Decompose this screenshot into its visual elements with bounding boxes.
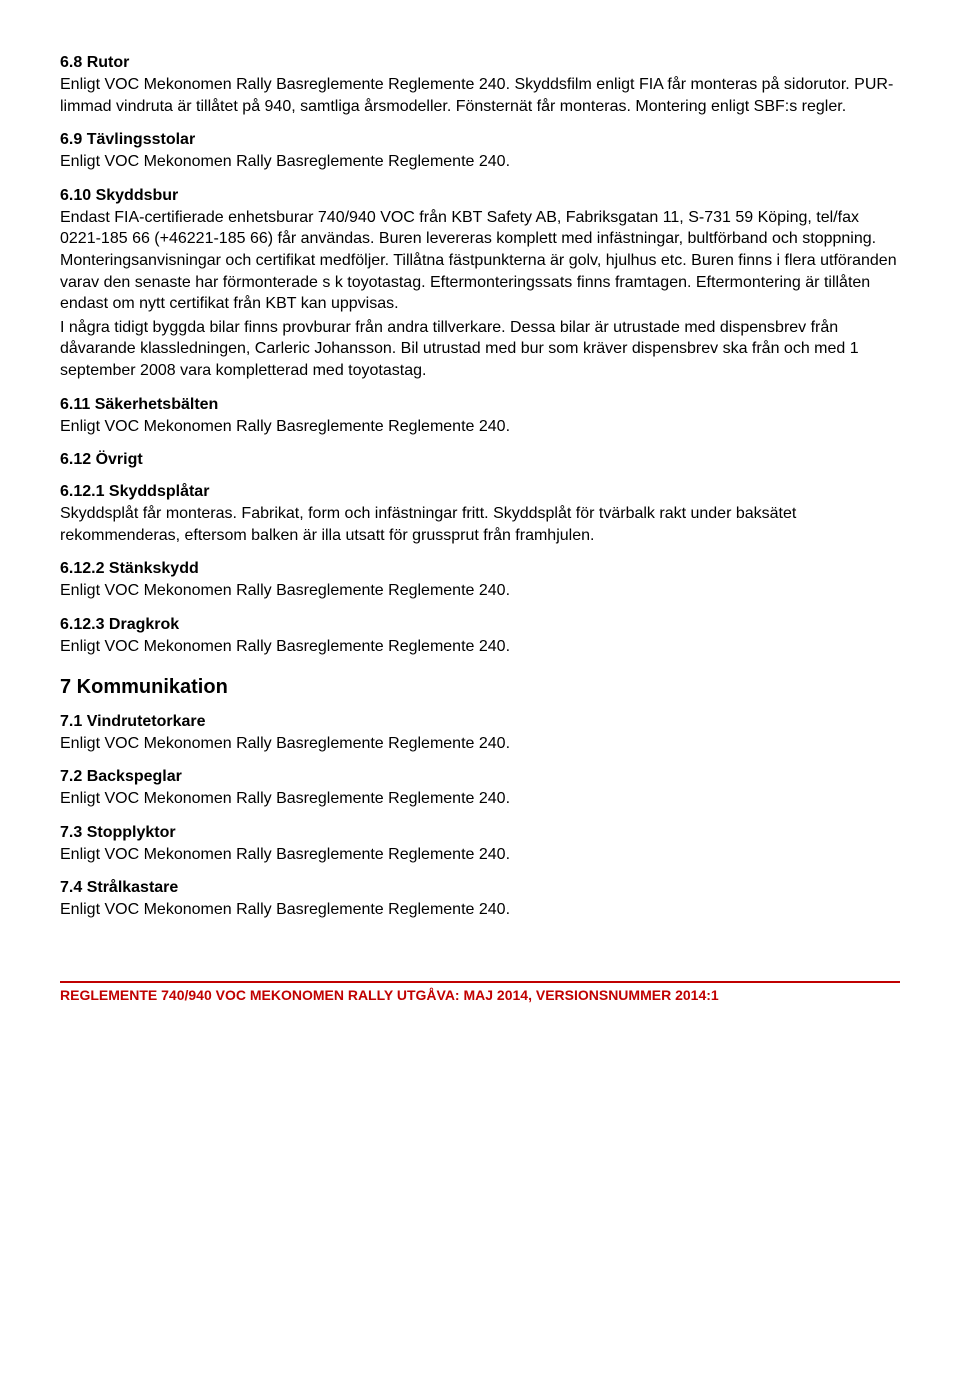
body-paragraph: Skyddsplåt får monteras. Fabrikat, form … [60, 503, 900, 546]
body-paragraph: Enligt VOC Mekonomen Rally Basreglemente… [60, 74, 900, 117]
section-heading: 6.12 Övrigt [60, 451, 900, 469]
page-footer: REGLEMENTE 740/940 VOC MEKONOMEN RALLY U… [60, 981, 900, 1003]
section-heading: 7.1 Vindrutetorkare [60, 713, 900, 731]
section-heading: 6.9 Tävlingsstolar [60, 131, 900, 149]
section-heading: 6.12.2 Stänkskydd [60, 560, 900, 578]
section-heading: 6.12.3 Dragkrok [60, 616, 900, 634]
section-heading: 7.2 Backspeglar [60, 768, 900, 786]
section-heading: 6.10 Skyddsbur [60, 187, 900, 205]
section-heading: 6.8 Rutor [60, 54, 900, 72]
body-paragraph: I några tidigt byggda bilar finns provbu… [60, 317, 900, 382]
body-paragraph: Enligt VOC Mekonomen Rally Basreglemente… [60, 580, 900, 602]
body-paragraph: Enligt VOC Mekonomen Rally Basreglemente… [60, 416, 900, 438]
body-paragraph: Enligt VOC Mekonomen Rally Basreglemente… [60, 788, 900, 810]
body-paragraph: Enligt VOC Mekonomen Rally Basreglemente… [60, 733, 900, 755]
section-heading: 7.4 Strålkastare [60, 879, 900, 897]
section-heading: 7.3 Stopplyktor [60, 824, 900, 842]
section-heading: 6.11 Säkerhetsbälten [60, 396, 900, 414]
body-paragraph: Enligt VOC Mekonomen Rally Basreglemente… [60, 844, 900, 866]
body-paragraph: Enligt VOC Mekonomen Rally Basreglemente… [60, 899, 900, 921]
section-heading: 6.12.1 Skyddsplåtar [60, 483, 900, 501]
body-paragraph: Enligt VOC Mekonomen Rally Basreglemente… [60, 151, 900, 173]
document-body: 6.8 Rutor Enligt VOC Mekonomen Rally Basr… [60, 54, 900, 921]
major-heading: 7 Kommunikation [60, 676, 900, 699]
body-paragraph: Enligt VOC Mekonomen Rally Basreglemente… [60, 636, 900, 658]
body-paragraph: Endast FIA-certifierade enhetsburar 740/… [60, 207, 900, 315]
